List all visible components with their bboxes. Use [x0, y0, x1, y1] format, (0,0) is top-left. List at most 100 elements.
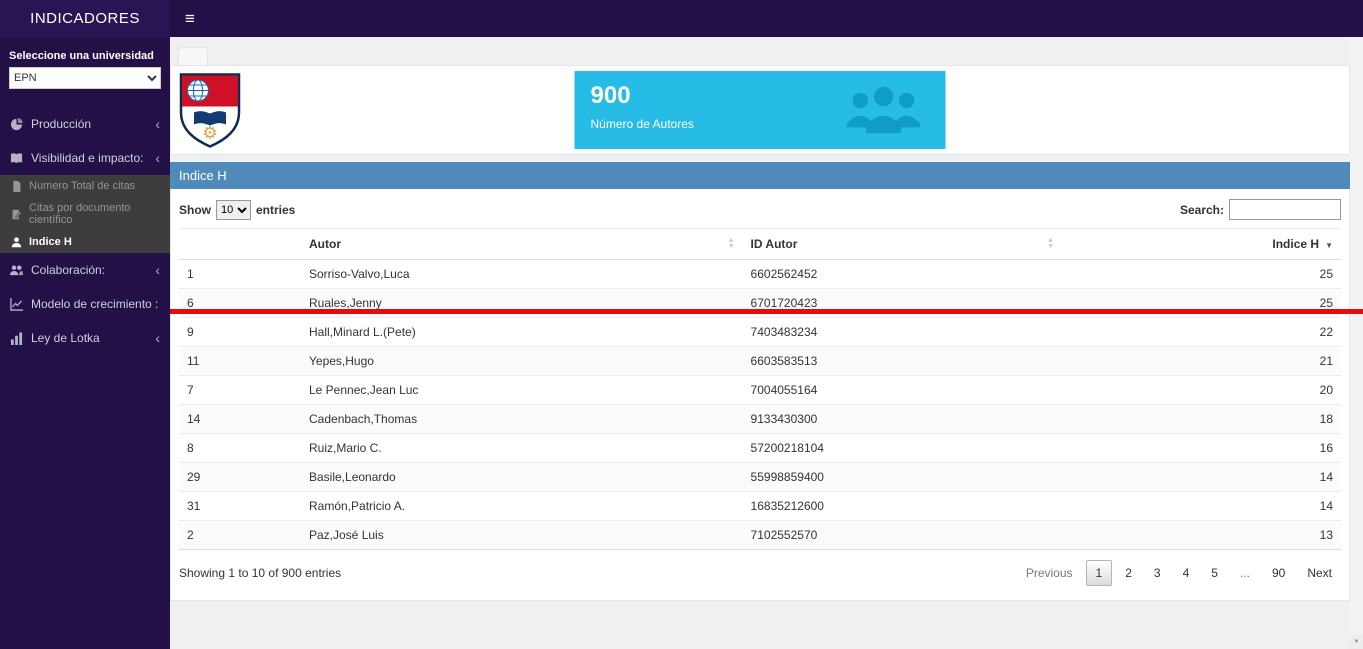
table-row: 11 Yepes,Hugo 6603583513 21 — [179, 346, 1341, 376]
column-header-index[interactable] — [179, 228, 301, 260]
line-chart-icon — [10, 297, 23, 311]
show-label: Show — [179, 202, 211, 217]
pagination-page-4[interactable]: 4 — [1182, 566, 1190, 580]
pagination-page-1[interactable]: 1 — [1085, 560, 1113, 586]
scroll-down-arrow-icon[interactable]: ▼ — [1350, 635, 1363, 649]
id-autor-cell: 7403483234 — [742, 317, 1063, 347]
row-index-cell: 2 — [179, 520, 301, 549]
file-icon — [11, 180, 22, 192]
summary-card: ⚙ 900 Número de Autores — [170, 65, 1350, 155]
page-length-select[interactable]: 10 — [216, 199, 251, 220]
column-header-id-autor[interactable]: ID Autor ▲ ▼ — [742, 228, 1063, 260]
id-autor-cell: 7102552570 — [742, 520, 1063, 549]
id-autor-cell: 7004055164 — [742, 375, 1063, 405]
column-header-autor[interactable]: Autor ▲ ▼ — [301, 228, 743, 260]
sidebar-item-numero-total-citas[interactable]: Numero Total de citas — [0, 175, 170, 197]
id-autor-cell: 55998859400 — [742, 462, 1063, 492]
entries-label: entries — [256, 202, 296, 217]
show-entries-control: Show 10 entries — [179, 199, 296, 220]
pagination-page-2[interactable]: 2 — [1125, 566, 1132, 580]
indice-h-cell: 20 — [1062, 375, 1341, 405]
pagination-page-5[interactable]: 5 — [1211, 566, 1218, 580]
row-index-cell: 7 — [179, 375, 301, 405]
table-row: 14 Cadenbach,Thomas 9133430300 18 — [179, 404, 1341, 434]
sidebar-item-citas-por-documento[interactable]: Citas por documento científico — [0, 197, 170, 231]
sidebar-item-label: Indice H — [29, 236, 72, 248]
sidebar-item-label: Visibilidad e impacto: — [31, 151, 144, 165]
pagination-ellipsis: ... — [1239, 566, 1250, 580]
row-index-cell: 1 — [187, 267, 194, 281]
top-bar: ≡ — [170, 0, 1363, 37]
pagination-page-3[interactable]: 3 — [1153, 566, 1161, 580]
table-row: 29 Basile,Leonardo 55998859400 14 — [179, 462, 1341, 492]
indice-h-cell: 14 — [1062, 462, 1341, 492]
pagination-previous[interactable]: Previous — [1025, 566, 1073, 580]
person-icon — [11, 236, 22, 248]
table-info: Showing 1 to 10 of 900 entries — [179, 566, 342, 580]
panel-body: Show 10 entries Search: — [170, 189, 1350, 601]
panel-title: Indice H — [170, 162, 1350, 189]
sidebar-item-colaboracion[interactable]: Colaboración: ‹ — [0, 253, 170, 287]
sort-desc-icon: ▼ — [1325, 241, 1333, 250]
indice-h-cell: 13 — [1062, 520, 1341, 549]
sidebar-item-modelo-crecimiento[interactable]: Modelo de crecimiento : — [0, 287, 170, 321]
search-input[interactable] — [1229, 199, 1341, 220]
column-header-indice-h[interactable]: Indice H ▼ — [1062, 228, 1341, 260]
sidebar-toggle-icon[interactable]: ≡ — [185, 9, 195, 28]
autor-cell: Ruiz,Mario C. — [301, 433, 743, 463]
sidebar-item-produccion[interactable]: Producción ‹ — [0, 107, 170, 141]
epn-logo: ⚙ — [179, 72, 241, 149]
id-autor-cell: 6602562452 — [750, 267, 818, 281]
svg-text:⚙: ⚙ — [202, 124, 217, 143]
indice-h-cell: 25 — [1319, 267, 1333, 281]
table-row: 1 Sorriso-Valvo,Luca 6602562452 25 — [179, 260, 1341, 289]
search-control: Search: — [1180, 199, 1341, 220]
university-select-label: Seleccione una universidad — [9, 50, 154, 62]
table-row: 31 Ramón,Patricio A. 16835212600 14 — [179, 491, 1341, 521]
sort-icon: ▲ ▼ — [1047, 237, 1055, 250]
content-tab[interactable] — [178, 47, 208, 65]
stat-value: 900 — [590, 82, 631, 109]
sidebar-item-indice-h[interactable]: Indice H — [0, 231, 170, 253]
autor-cell: Ramón,Patricio A. — [301, 491, 743, 521]
stat-label: Número de Autores — [590, 116, 694, 131]
indice-h-cell: 16 — [1062, 433, 1341, 463]
id-autor-cell: 57200218104 — [742, 433, 1063, 463]
indice-h-cell: 22 — [1062, 317, 1341, 347]
app-title: INDICADORES — [0, 0, 170, 37]
pie-chart-icon — [10, 117, 23, 131]
row-index-cell: 9 — [179, 317, 301, 347]
vertical-scrollbar[interactable]: ▼ — [1350, 37, 1363, 649]
autor-cell: Paz,José Luis — [301, 520, 743, 549]
table-row: 9 Hall,Minard L.(Pete) 7403483234 22 — [179, 317, 1341, 347]
pagination-next[interactable]: Next — [1307, 566, 1332, 580]
sort-icon: ▲ ▼ — [727, 237, 735, 250]
indice-h-cell: 21 — [1062, 346, 1341, 376]
indice-h-panel: Indice H Show 10 entries Search: — [170, 162, 1350, 601]
chevron-left-icon: ‹ — [155, 330, 160, 346]
row-index-cell: 11 — [179, 346, 301, 376]
people-group-icon — [844, 85, 924, 137]
chevron-left-icon: ‹ — [155, 116, 160, 132]
university-select[interactable]: EPN — [9, 67, 161, 89]
people-icon — [10, 264, 23, 277]
id-autor-cell: 9133430300 — [742, 404, 1063, 434]
authors-table: Autor ▲ ▼ ID Autor ▲ ▼ Ind — [179, 228, 1341, 549]
row-index-cell: 8 — [179, 433, 301, 463]
autor-cell: Yepes,Hugo — [301, 346, 743, 376]
sidebar-item-ley-de-lotka[interactable]: Ley de Lotka ‹ — [0, 321, 170, 355]
sidebar-item-visibilidad[interactable]: Visibilidad e impacto: ‹ — [0, 141, 170, 175]
sidebar: INDICADORES Seleccione una universidad E… — [0, 0, 170, 649]
table-header-row: Autor ▲ ▼ ID Autor ▲ ▼ Ind — [179, 228, 1341, 260]
sidebar-item-label: Citas por documento científico — [29, 202, 131, 226]
pagination-page-90[interactable]: 90 — [1271, 566, 1286, 580]
id-autor-cell: 16835212600 — [742, 491, 1063, 521]
autor-cell: Sorriso-Valvo,Luca — [309, 267, 410, 281]
autor-cell: Basile,Leonardo — [301, 462, 743, 492]
sidebar-item-label: Colaboración: — [31, 263, 106, 277]
search-label: Search: — [1179, 202, 1224, 217]
table-controls: Show 10 entries Search: — [179, 199, 1341, 220]
row-index-cell: 31 — [179, 491, 301, 521]
sidebar-item-label: Producción — [31, 117, 92, 131]
autor-cell: Cadenbach,Thomas — [301, 404, 743, 434]
